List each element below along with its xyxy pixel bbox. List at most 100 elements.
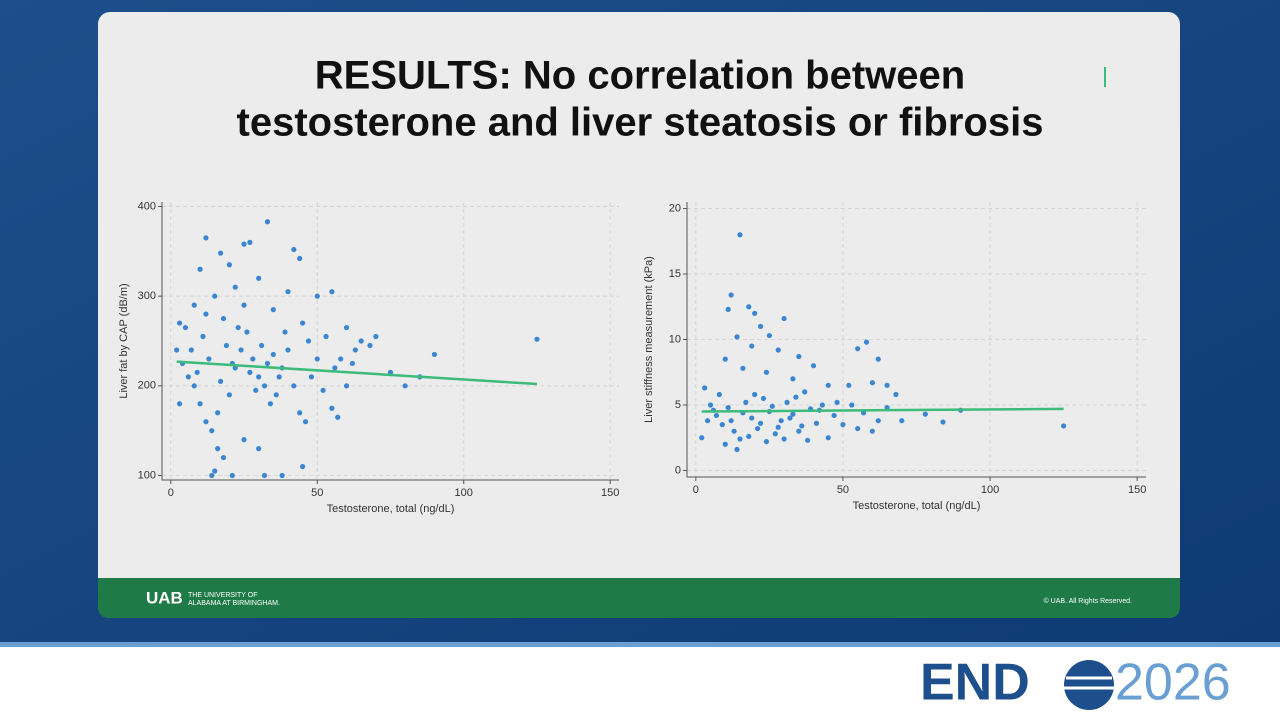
fit-line: [701, 407, 1064, 413]
point: [267, 401, 273, 407]
point: [270, 307, 276, 313]
point: [203, 311, 209, 317]
point: [863, 339, 870, 345]
event-year: 2026: [1115, 654, 1231, 712]
point: [229, 472, 235, 479]
point: [203, 235, 209, 241]
point: [775, 347, 781, 353]
point: [332, 365, 338, 371]
point: [256, 446, 262, 452]
point: [197, 401, 203, 407]
y-tick-label: 400: [138, 200, 156, 212]
point: [734, 446, 740, 453]
point: [805, 437, 811, 443]
point: [358, 338, 364, 344]
point: [778, 418, 784, 424]
point: [194, 369, 200, 375]
point: [182, 324, 189, 331]
point: [343, 383, 350, 389]
point: [746, 304, 752, 310]
point: [840, 422, 846, 428]
point: [273, 392, 279, 398]
y-tick-label: 300: [138, 290, 156, 302]
point: [763, 369, 770, 375]
point: [781, 436, 787, 442]
point: [209, 428, 215, 434]
point: [247, 369, 253, 375]
point: [760, 395, 767, 402]
point: [300, 320, 306, 326]
point: [217, 250, 224, 256]
point: [699, 435, 705, 441]
point: [320, 387, 326, 393]
point: [784, 399, 790, 405]
point: [869, 380, 875, 386]
point: [226, 392, 232, 398]
point: [884, 382, 890, 388]
point: [734, 334, 740, 340]
point: [285, 347, 291, 353]
point: [431, 351, 438, 358]
point: [300, 463, 306, 470]
event-globe: [1064, 660, 1114, 710]
point: [250, 356, 256, 362]
y-tick-label: 100: [138, 469, 156, 481]
point: [763, 439, 770, 445]
point: [728, 418, 734, 424]
logo-text: THE UNIVERSITY OF: [188, 592, 258, 599]
point: [810, 363, 817, 369]
point: [940, 419, 946, 425]
point: [308, 374, 315, 380]
point: [197, 266, 203, 272]
point: [212, 293, 218, 299]
point: [749, 343, 755, 349]
point: [831, 412, 837, 419]
x-tick-label: 50: [837, 484, 849, 496]
axis: [161, 202, 619, 481]
point: [206, 356, 212, 362]
x-tick-label: 150: [601, 487, 619, 499]
logo-text: ALABAMA AT BIRMINGHAM.: [188, 600, 280, 607]
point: [743, 399, 749, 405]
point: [232, 284, 238, 290]
point: [702, 385, 708, 391]
event-name: END: [920, 654, 1030, 712]
point: [291, 383, 297, 389]
point: [291, 246, 297, 253]
point: [799, 423, 805, 429]
x-tick-label: 50: [311, 487, 323, 499]
y-tick-label: 0: [675, 464, 681, 476]
point: [305, 338, 312, 344]
point: [188, 347, 194, 353]
point: [323, 333, 329, 340]
point: [749, 415, 755, 421]
y-tick-label: 15: [669, 268, 681, 280]
footer-band: [98, 578, 1180, 618]
point: [893, 391, 899, 398]
point: [875, 356, 881, 362]
y-tick-label: 200: [138, 380, 156, 392]
point: [793, 394, 799, 400]
point: [813, 420, 820, 426]
x-tick-label: 150: [1128, 484, 1146, 496]
x-axis-label: Testosterone, total (ng/dL): [853, 500, 981, 512]
point: [716, 391, 722, 398]
point: [922, 411, 928, 417]
copyright: © UAB. All Rights Reserved.: [1044, 597, 1132, 605]
point: [329, 405, 335, 411]
point: [534, 336, 540, 342]
point: [209, 472, 215, 479]
point: [731, 428, 737, 434]
point: [790, 376, 796, 382]
point: [875, 418, 881, 424]
point: [1061, 423, 1067, 429]
point: [215, 446, 221, 452]
point: [297, 255, 303, 262]
point: [241, 437, 247, 443]
point: [241, 302, 247, 308]
point: [270, 351, 276, 358]
point: [276, 374, 282, 380]
point: [722, 356, 728, 362]
fit-line: [176, 360, 538, 386]
point: [834, 399, 840, 405]
